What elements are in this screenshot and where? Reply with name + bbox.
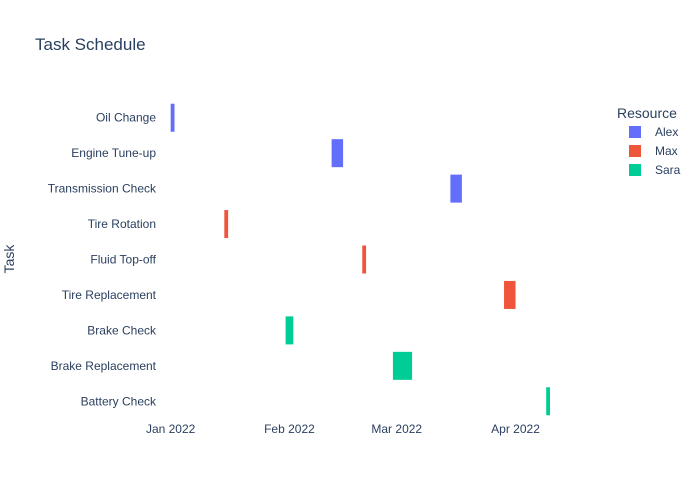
y-axis-title: Task (1, 244, 17, 274)
y-tick-label: Tire Replacement (62, 288, 157, 302)
gantt-bar[interactable] (170, 103, 175, 132)
x-tick-label: Mar 2022 (371, 422, 422, 436)
legend-swatch[interactable] (629, 126, 641, 138)
y-tick-label: Oil Change (96, 111, 156, 125)
x-tick-label: Apr 2022 (491, 422, 540, 436)
y-tick-label: Brake Check (87, 323, 157, 337)
y-tick-label: Fluid Top-off (90, 253, 156, 267)
legend-swatch[interactable] (629, 145, 641, 157)
legend-item-label[interactable]: Sara (655, 163, 681, 177)
bars-layer (170, 103, 551, 416)
gantt-bar[interactable] (331, 139, 344, 168)
legend-item-label[interactable]: Max (655, 144, 678, 158)
legend-swatch[interactable] (629, 164, 641, 176)
y-tick-label: Tire Rotation (88, 217, 156, 231)
gantt-bar[interactable] (546, 387, 551, 416)
y-tick-label: Transmission Check (48, 182, 157, 196)
legend[interactable]: Resource Alex Max Sara (617, 105, 681, 177)
y-tick-label: Engine Tune-up (71, 146, 156, 160)
gantt-bar[interactable] (362, 245, 367, 274)
legend-title: Resource (617, 105, 677, 121)
y-tick-label: Battery Check (81, 394, 157, 408)
gantt-bar[interactable] (224, 210, 229, 239)
gantt-bar[interactable] (392, 351, 413, 380)
y-tick-label: Brake Replacement (51, 359, 157, 373)
gantt-bar[interactable] (285, 316, 294, 345)
gantt-bar[interactable] (504, 280, 516, 309)
y-axis-ticks: Oil Change Engine Tune-up Transmission Che… (48, 111, 157, 409)
legend-item-label[interactable]: Alex (655, 125, 678, 139)
x-tick-label: Feb 2022 (264, 422, 315, 436)
x-axis-ticks: Jan 2022 Feb 2022 Mar 2022 Apr 2022 (146, 422, 540, 436)
gantt-bar[interactable] (450, 174, 462, 203)
chart-title: Task Schedule (35, 35, 146, 54)
x-tick-label: Jan 2022 (146, 422, 196, 436)
